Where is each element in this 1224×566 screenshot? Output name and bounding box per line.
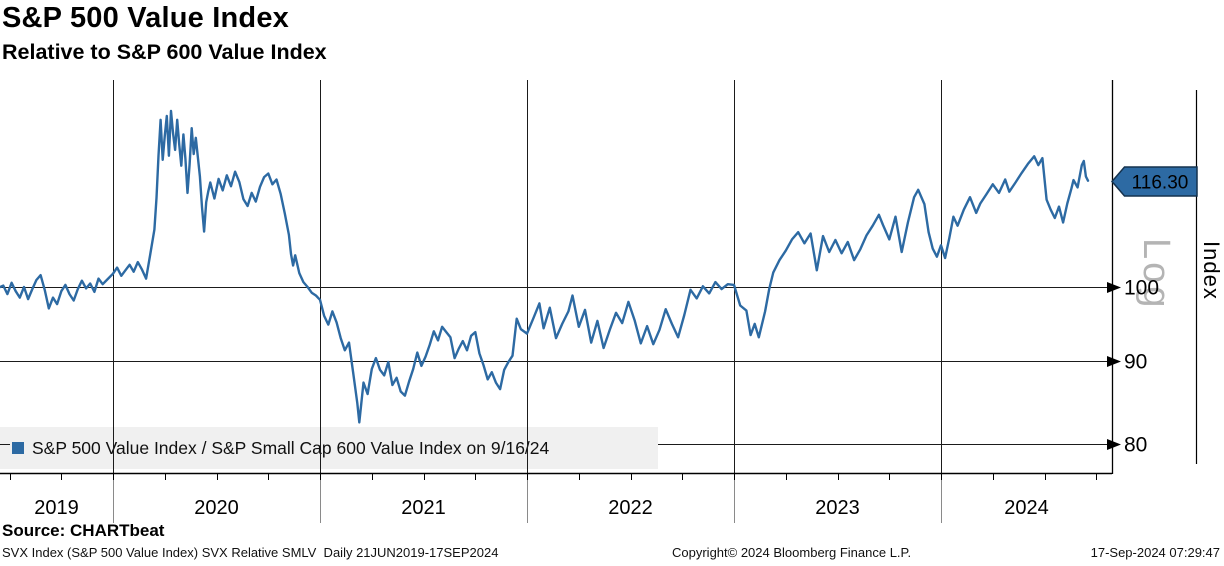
legend-swatch-icon	[12, 442, 24, 454]
last-value-tag-text: 116.30	[1132, 173, 1189, 194]
status-timestamp: 17-Sep-2024 07:29:47	[1090, 545, 1220, 560]
y-tick-arrow-icon	[1107, 439, 1121, 450]
y-tick-label: 80	[1124, 434, 1147, 457]
y-axis-title: Index	[1199, 241, 1224, 300]
x-year-label: 2021	[401, 497, 446, 519]
y-tick-arrow-icon	[1107, 356, 1121, 367]
price-line	[0, 109, 1090, 424]
page-subtitle: Relative to S&P 600 Value Index	[2, 40, 327, 64]
source-label: Source: CHARTbeat	[2, 521, 165, 540]
legend: S&P 500 Value Index / S&P Small Cap 600 …	[0, 427, 658, 469]
last-value-tag-shape	[1111, 166, 1198, 197]
x-year-label: 2023	[815, 497, 860, 519]
y-axis-scale-label: Log	[1135, 238, 1177, 311]
page-title: S&P 500 Value Index	[2, 2, 289, 34]
x-year-label: 2019	[34, 497, 79, 519]
status-security-info: SVX Index (S&P 500 Value Index) SVX Rela…	[2, 545, 499, 560]
status-copyright: Copyright© 2024 Bloomberg Finance L.P.	[672, 545, 912, 560]
y-tick-arrow-icon	[1107, 282, 1121, 293]
x-year-label: 2024	[1004, 497, 1049, 519]
y-tick-label: 90	[1124, 351, 1147, 374]
last-value-tag: 116.30	[1111, 166, 1198, 197]
legend-label: S&P 500 Value Index / S&P Small Cap 600 …	[32, 437, 550, 458]
x-year-label: 2022	[608, 497, 653, 519]
x-year-label: 2020	[194, 497, 239, 519]
